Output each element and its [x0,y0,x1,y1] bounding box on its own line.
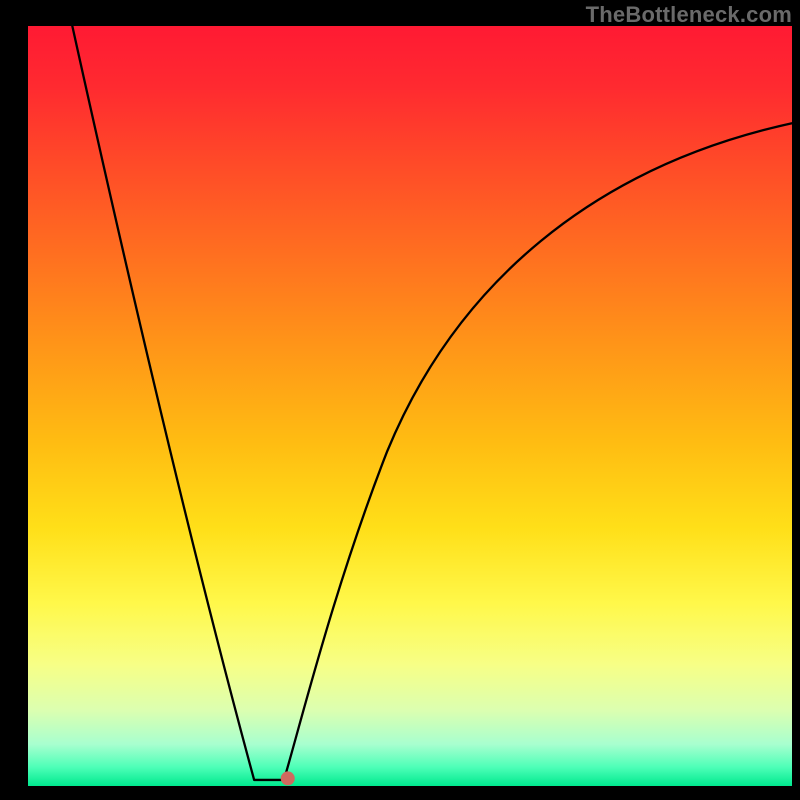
plot-area [28,26,792,786]
watermark-text: TheBottleneck.com [586,2,792,28]
optimal-point-marker [281,771,295,785]
chart-svg [0,0,800,800]
chart-stage: TheBottleneck.com [0,0,800,800]
